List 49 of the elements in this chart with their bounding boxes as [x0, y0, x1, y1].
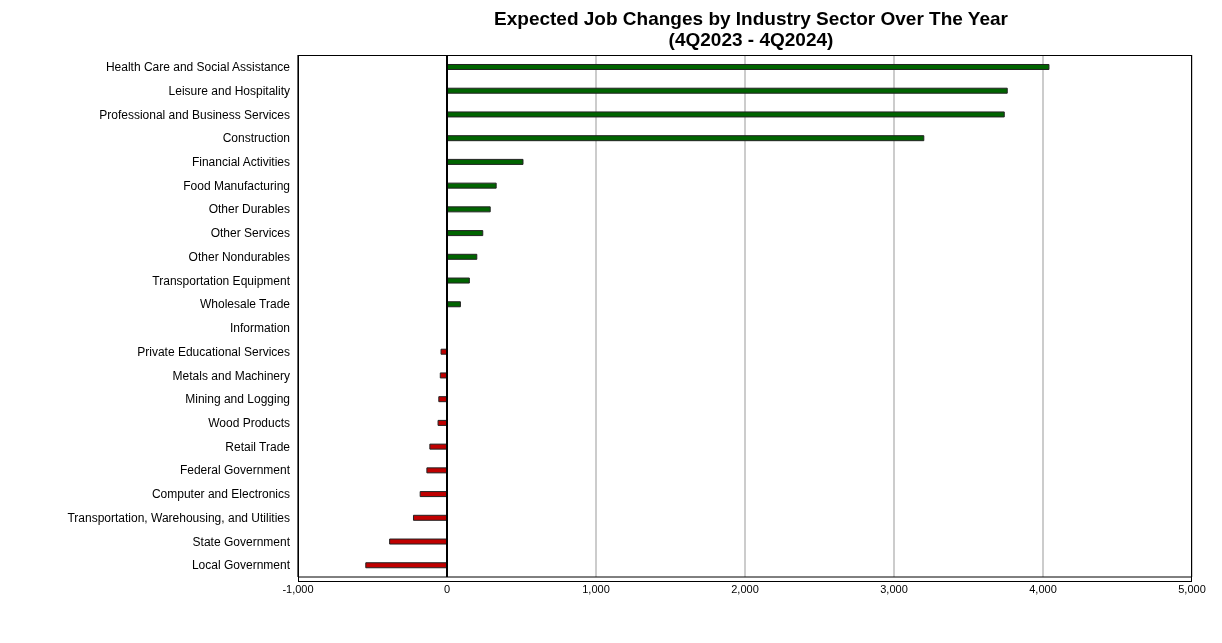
y-tick-label: Transportation, Warehousing, and Utilities	[67, 510, 290, 525]
bar	[365, 562, 448, 569]
y-tick-label: Retail Trade	[225, 439, 291, 454]
y-tick-label: Private Educational Services	[137, 344, 290, 359]
y-tick-label: Federal Government	[179, 463, 291, 478]
y-tick-label: Other Durables	[208, 202, 290, 217]
y-tick-label: Other Services	[210, 226, 290, 241]
y-tick-label: State Government	[192, 534, 291, 549]
x-tick-label: 5,000	[1178, 582, 1206, 595]
x-tick-label: 0	[443, 582, 451, 595]
y-tick-label: Mining and Logging	[185, 392, 290, 407]
bar	[412, 514, 448, 521]
bar	[429, 443, 448, 450]
y-tick-label: Transportation Equipment	[152, 273, 291, 288]
x-tick-label: -1,000	[282, 582, 314, 595]
y-tick-label: Other Nondurables	[188, 249, 290, 264]
y-tick-label: Wholesale Trade	[199, 297, 291, 312]
bar	[446, 158, 524, 165]
bar	[446, 63, 1050, 70]
bar	[389, 538, 448, 545]
bar	[446, 230, 484, 237]
bar	[446, 111, 1005, 118]
y-tick-label: Construction	[222, 131, 290, 146]
bar	[426, 467, 448, 474]
y-tick-label: Metals and Machinery	[172, 368, 290, 383]
bar	[446, 206, 491, 213]
y-tick-label: Computer and Electronics	[151, 487, 290, 502]
y-tick-label: Food Manufacturing	[183, 178, 290, 193]
y-tick-label: Wood Products	[208, 416, 290, 431]
bar	[446, 277, 470, 284]
y-tick-label: Information	[229, 321, 290, 336]
x-tick-label: 3,000	[880, 582, 908, 595]
bar	[419, 491, 448, 498]
chart-title: Expected Job Changes by Industry Sector Over The Year (4Q2023 - 4Q2024)	[493, 8, 1009, 50]
x-tick-label: 2,000	[731, 582, 759, 595]
y-tick-label: Financial Activities	[191, 155, 290, 170]
bar	[439, 372, 448, 379]
y-tick-label: Leisure and Hospitality	[168, 83, 290, 98]
y-tick-label: Local Government	[191, 558, 291, 573]
bar	[437, 419, 448, 426]
y-tick-label: Professional and Business Services	[99, 107, 290, 122]
y-tick-label: Health Care and Social Assistance	[105, 60, 291, 75]
bar	[446, 135, 925, 142]
x-tick-label: 1,000	[582, 582, 610, 595]
bar	[446, 253, 478, 260]
bar	[446, 87, 1008, 94]
x-tick-label: 4,000	[1029, 582, 1057, 595]
bar	[446, 301, 461, 308]
bar	[446, 182, 497, 189]
